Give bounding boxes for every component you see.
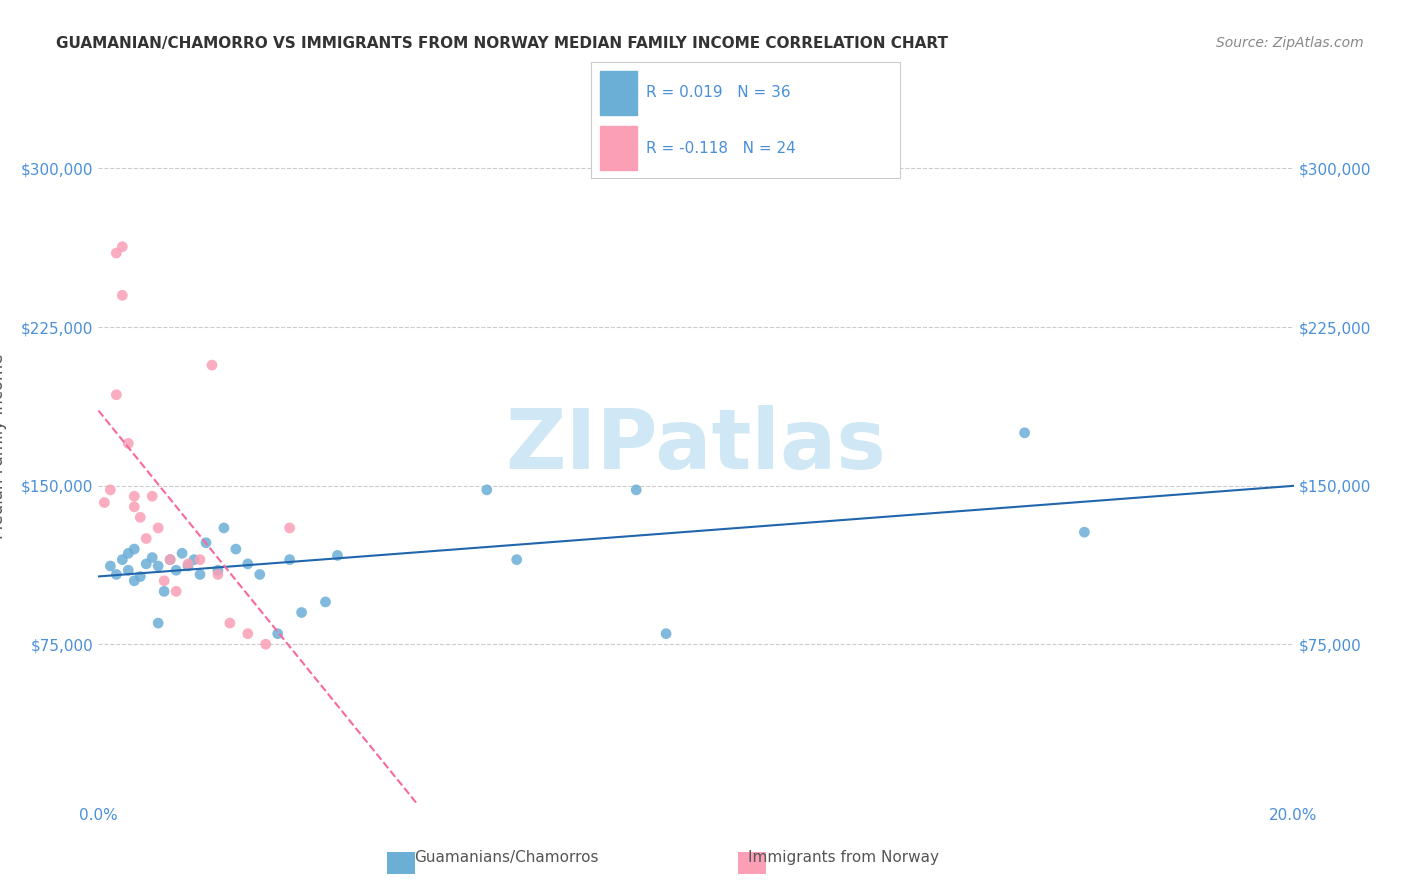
Point (111, 240, 134, 254)
Point (225, 542, 247, 557)
Point (267, 626, 290, 640)
Point (98, 559, 122, 574)
Point (105, 246, 128, 260)
Point (129, 510, 152, 524)
Point (291, 606, 314, 620)
Point (153, 584, 176, 599)
Bar (600, 126, 637, 170)
Point (207, 567, 229, 582)
Point (124, 489, 146, 503)
Y-axis label: Median Family Income: Median Family Income (0, 353, 7, 539)
Point (177, 557, 200, 571)
Point (135, 557, 157, 571)
Point (195, 535, 218, 549)
Point (111, 288, 134, 302)
Point (165, 584, 187, 599)
Point (326, 549, 349, 563)
Point (117, 436, 139, 450)
Point (93, 495, 115, 509)
Point (219, 616, 242, 631)
Point (117, 546, 139, 560)
Point (141, 489, 163, 503)
Bar (600, 70, 637, 114)
Point (201, 358, 224, 372)
Point (165, 563, 187, 577)
Point (506, 552, 529, 566)
Point (111, 552, 134, 566)
Point (148, 559, 170, 574)
Point (1014, 425, 1036, 440)
Point (315, 595, 337, 609)
Point (172, 546, 194, 560)
Text: Source: ZipAtlas.com: Source: ZipAtlas.com (1216, 36, 1364, 50)
Point (236, 557, 259, 571)
Point (212, 521, 235, 535)
Point (183, 552, 205, 566)
Point (148, 616, 170, 631)
Point (148, 521, 170, 535)
Point (153, 574, 176, 588)
Point (129, 569, 152, 583)
Point (124, 500, 146, 514)
Point (117, 563, 139, 577)
Point (475, 483, 498, 497)
Point (177, 559, 200, 574)
Point (105, 567, 128, 582)
Point (249, 567, 271, 582)
Point (159, 552, 181, 566)
Point (207, 563, 229, 577)
Point (254, 637, 277, 651)
Point (105, 388, 128, 402)
Point (236, 626, 259, 640)
Point (141, 550, 163, 565)
Point (98, 483, 122, 497)
Text: R = 0.019   N = 36: R = 0.019 N = 36 (647, 85, 790, 100)
Text: Immigrants from Norway: Immigrants from Norway (748, 850, 939, 865)
Point (135, 532, 157, 546)
Point (188, 552, 211, 566)
Point (278, 521, 301, 535)
Point (188, 567, 211, 582)
Point (124, 574, 146, 588)
Point (626, 483, 648, 497)
Point (1073, 525, 1095, 540)
Point (655, 626, 678, 640)
Point (159, 552, 181, 566)
Point (124, 542, 146, 557)
Text: Guamanians/Chamorros: Guamanians/Chamorros (413, 850, 599, 865)
Point (278, 552, 301, 566)
Text: R = -0.118   N = 24: R = -0.118 N = 24 (647, 141, 796, 156)
Text: GUAMANIAN/CHAMORRO VS IMMIGRANTS FROM NORWAY MEDIAN FAMILY INCOME CORRELATION CH: GUAMANIAN/CHAMORRO VS IMMIGRANTS FROM NO… (56, 36, 948, 51)
Text: ZIPatlas: ZIPatlas (506, 406, 886, 486)
